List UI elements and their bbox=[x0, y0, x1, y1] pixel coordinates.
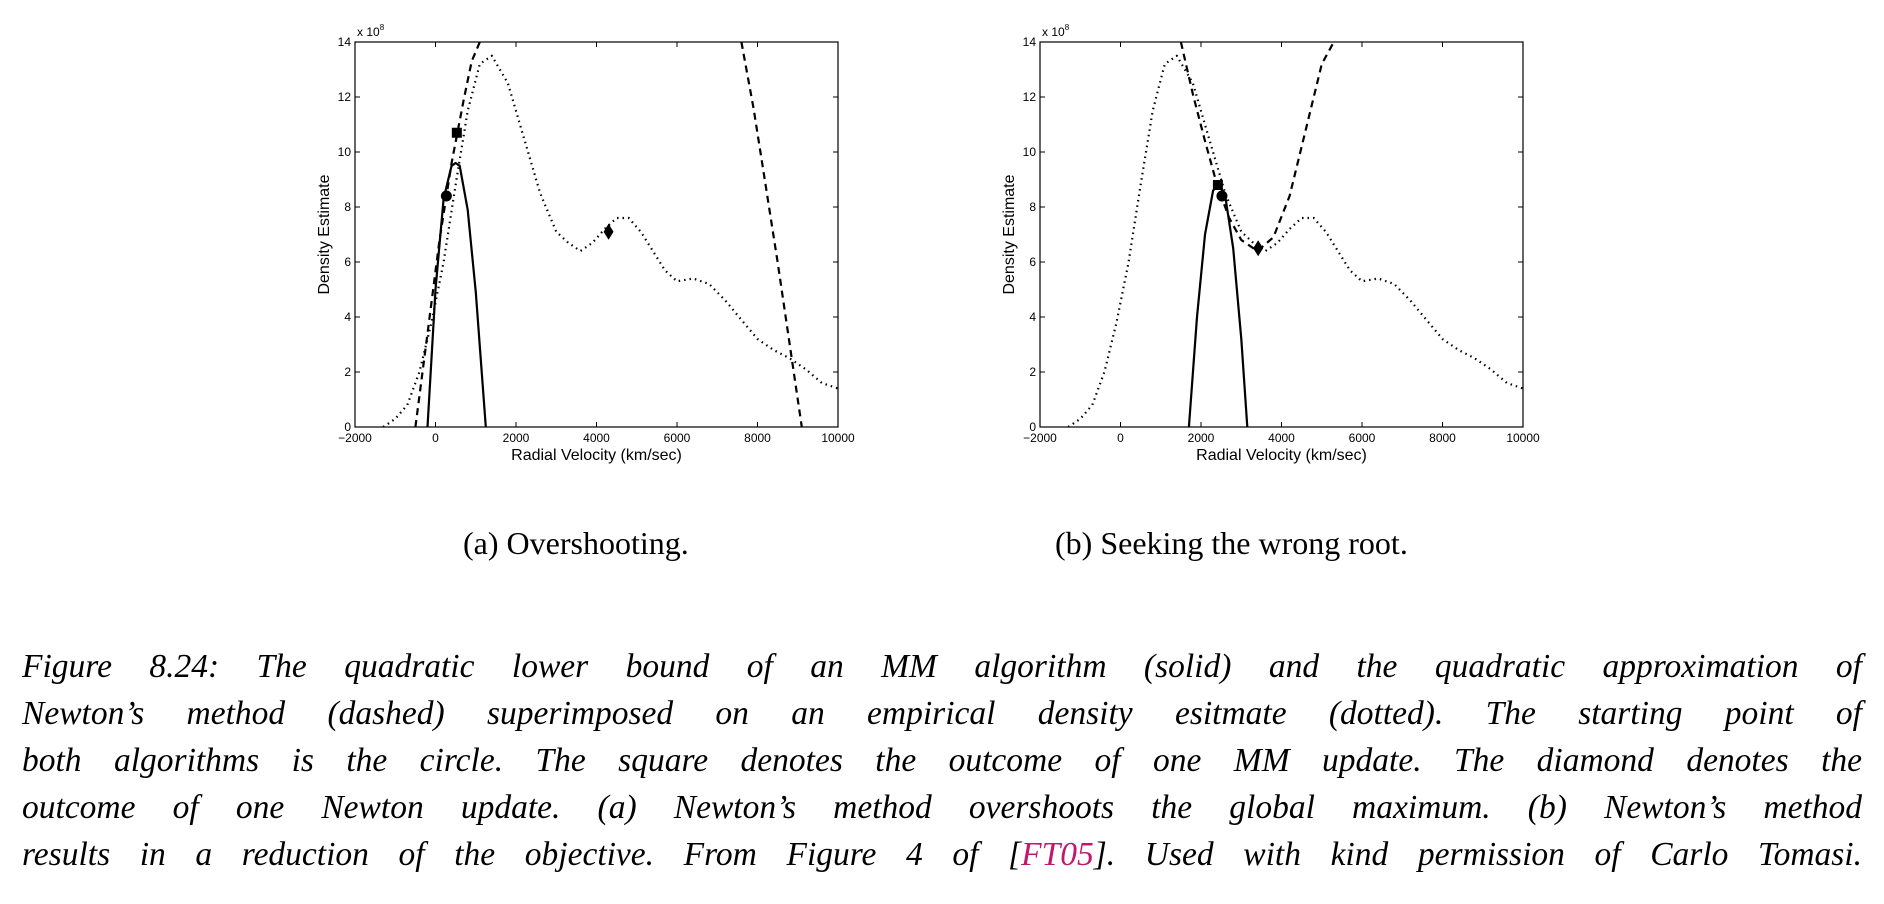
y-tick-label: 8 bbox=[344, 200, 351, 214]
y-tick-label: 0 bbox=[1029, 420, 1036, 434]
series-dotted bbox=[1067, 54, 1523, 427]
x-tick-label: 2000 bbox=[1188, 431, 1215, 445]
y-tick-label: 0 bbox=[344, 420, 351, 434]
chart-a-svg: −2000 0 2000 4000 6000 8000 1000002468101214x … bbox=[316, 23, 855, 464]
x-tick-label: 4000 bbox=[1268, 431, 1295, 445]
caption-line: Figure 8.24: The quadratic lower bound o… bbox=[22, 648, 1862, 685]
y-tick-label: 10 bbox=[1023, 145, 1037, 159]
caption-text: ]. Used with kind permission of Carlo To… bbox=[1093, 836, 1862, 873]
series-group bbox=[1067, 42, 1523, 427]
y-tick-label: 12 bbox=[1023, 90, 1037, 104]
x-axis-label: Radial Velocity (km/sec) bbox=[1196, 447, 1367, 464]
x-tick-label: 0 bbox=[1117, 431, 1124, 445]
x-tick-label: −2000 bbox=[1023, 431, 1057, 445]
x-tick-label: 10000 bbox=[1506, 431, 1540, 445]
newton-update-diamond-marker bbox=[603, 223, 614, 240]
subcaption-b: (b) Seeking the wrong root. bbox=[1055, 525, 1408, 561]
y-exponent-power: 8 bbox=[1065, 23, 1070, 32]
y-tick-label: 12 bbox=[338, 90, 352, 104]
plot-frame bbox=[1039, 41, 1524, 428]
y-axis-label: Density Estimate bbox=[316, 174, 333, 294]
x-tick-label: 8000 bbox=[1429, 431, 1456, 445]
y-tick-label: 8 bbox=[1029, 200, 1036, 214]
mm-update-square-marker bbox=[1212, 180, 1223, 190]
x-tick-label: 6000 bbox=[1349, 431, 1376, 445]
series-dotted bbox=[382, 54, 838, 427]
x-axis-label: Radial Velocity (km/sec) bbox=[511, 447, 682, 464]
y-tick-label: 4 bbox=[344, 310, 351, 324]
citation-link[interactable]: FT05 bbox=[1021, 836, 1094, 873]
chart-overshooting: −2000 0 2000 4000 6000 8000 10000 0 2 4 6 8 10 12 14 x … bbox=[300, 20, 860, 464]
chart-b-svg: −2000 0 2000 4000 6000 8000 1000002468101214x … bbox=[1001, 23, 1540, 464]
x-tick-label: 8000 bbox=[744, 431, 771, 445]
x-tick-label: 2000 bbox=[503, 431, 530, 445]
series-dashed bbox=[1179, 42, 1335, 253]
caption-line: outcome of one Newton update. (a) Newton… bbox=[22, 789, 1862, 826]
y-tick-label: 10 bbox=[338, 145, 352, 159]
chart-wrong-root: −2000 0 2000 4000 6000 8000 10000 0 2 4 6 8 10 12 14 x … bbox=[985, 20, 1545, 464]
y-tick-label: 14 bbox=[338, 35, 352, 49]
y-tick-label: 2 bbox=[344, 365, 351, 379]
y-exponent-label: x 108 bbox=[357, 23, 385, 39]
plot-frame bbox=[354, 41, 839, 428]
y-axis-label: Density Estimate bbox=[1001, 174, 1018, 294]
subcaption-a: (a) Overshooting. bbox=[463, 525, 689, 561]
y-exponent-label: x 108 bbox=[1042, 23, 1070, 39]
x-tick-label: 10000 bbox=[821, 431, 855, 445]
x-tick-label: −2000 bbox=[338, 431, 372, 445]
caption-text: results in a reduction of the objective.… bbox=[22, 836, 1022, 873]
y-tick-label: 6 bbox=[1029, 255, 1036, 269]
x-tick-label: 6000 bbox=[664, 431, 691, 445]
series-dashed bbox=[740, 42, 803, 427]
series-group bbox=[382, 42, 838, 427]
x-tick-label: 0 bbox=[432, 431, 439, 445]
series-solid bbox=[1187, 183, 1249, 427]
x-tick-label: 4000 bbox=[583, 431, 610, 445]
caption-line: Newton’s method (dashed) superimposed on… bbox=[22, 695, 1862, 732]
newton-update-diamond-marker bbox=[1253, 240, 1264, 257]
mm-update-square-marker bbox=[451, 127, 462, 138]
y-tick-label: 6 bbox=[344, 255, 351, 269]
start-point-circle-marker bbox=[1216, 190, 1228, 202]
y-tick-label: 14 bbox=[1023, 35, 1037, 49]
series-solid bbox=[426, 161, 487, 427]
y-exponent-power: 8 bbox=[380, 23, 385, 32]
series-dashed bbox=[414, 42, 484, 427]
y-tick-label: 2 bbox=[1029, 365, 1036, 379]
start-point-circle-marker bbox=[440, 190, 452, 202]
caption-line: both algorithms is the circle. The squar… bbox=[22, 742, 1862, 779]
caption-line-last: results in a reduction of the objective.… bbox=[22, 831, 1862, 878]
figure-caption: Figure 8.24: The quadratic lower bound o… bbox=[22, 643, 1862, 878]
y-tick-label: 4 bbox=[1029, 310, 1036, 324]
